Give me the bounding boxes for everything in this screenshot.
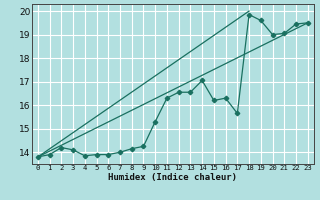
X-axis label: Humidex (Indice chaleur): Humidex (Indice chaleur) xyxy=(108,173,237,182)
